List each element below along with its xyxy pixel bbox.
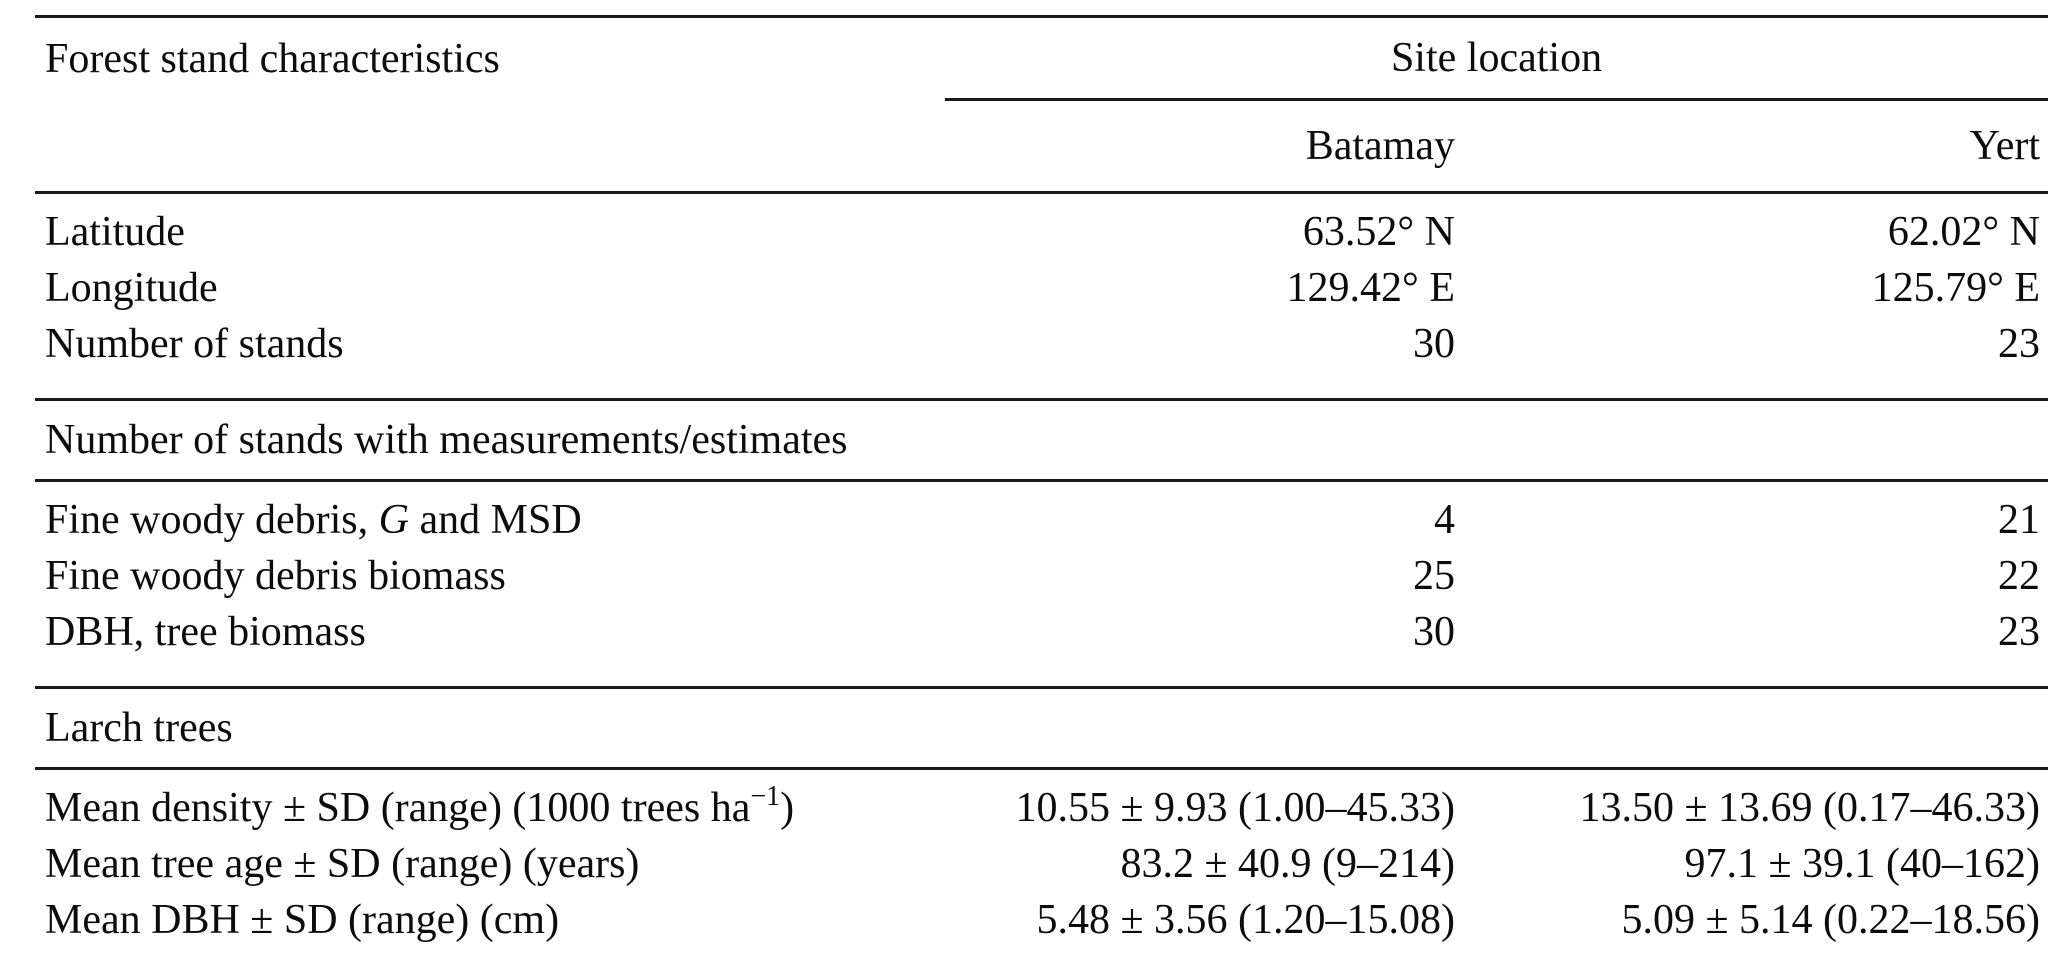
batamay-value: 25 [1413, 553, 1455, 599]
column-header-batamay: Batamay [945, 99, 1462, 194]
yert-value: 21 [1998, 497, 2041, 543]
yert-value: 23 [1998, 321, 2041, 367]
table-row-number-of-stands: Number of stands 30 23 [35, 316, 2048, 400]
table-row-mean-tree-age: Mean tree age ± SD (range) (years) 83.2 … [35, 836, 2048, 892]
forest-stand-table: Forest stand characteristics Site locati… [35, 15, 2049, 974]
row-label: Mean tree age ± SD (range) (years) [45, 841, 640, 887]
section-location: Latitude 63.52° N 62.02° N Longitude 129… [35, 193, 2048, 400]
batamay-value: 5.48 ± 3.56 (1.20–15.08) [1036, 897, 1455, 943]
row-label: DBH, tree biomass [45, 609, 366, 655]
batamay-value: 83.2 ± 40.9 (9–214) [1120, 841, 1455, 887]
section-title: Number of stands with measurements/estim… [35, 398, 2049, 482]
table-row-mean-density: Mean density ± SD (range) (1000 trees ha… [35, 769, 2048, 837]
header-row-sites: Batamay Yert [35, 99, 2049, 194]
table-row-fwd-g-msd: Fine woody debris, G and MSD 4 21 [35, 481, 2048, 549]
column-header-yert: Yert [1462, 99, 2049, 194]
header-spacer [35, 99, 945, 194]
section-larch-trees: Mean density ± SD (range) (1000 trees ha… [35, 769, 2048, 974]
yert-value: 22 [1998, 553, 2041, 599]
yert-value: 62.02° N [1887, 209, 2041, 255]
batamay-value: 30 [1413, 609, 1455, 655]
table-row-longitude: Longitude 129.42° E 125.79° E [35, 260, 2048, 316]
row-label: Latitude [45, 209, 185, 255]
row-label: Fine woody debris biomass [45, 553, 506, 599]
section-header-larch-trees: Larch trees [35, 686, 2049, 770]
row-label: Mean DBH ± SD (range) (cm) [45, 897, 560, 943]
row-label: Number of stands [45, 321, 344, 367]
label-part: ) [780, 785, 795, 831]
label-part: and MSD [409, 497, 582, 543]
row-label: Mean density ± SD (range) (1000 trees ha… [35, 769, 945, 837]
column-header-characteristics: Forest stand characteristics [45, 35, 500, 82]
yert-value: 5.09 ± 5.14 (0.22–18.56) [1621, 897, 2041, 943]
row-label: Fine woody debris, G and MSD [35, 481, 945, 549]
batamay-value: 63.52° N [1302, 209, 1455, 255]
batamay-value: 30 [1413, 321, 1455, 367]
table-row-latitude: Latitude 63.52° N 62.02° N [35, 193, 2048, 261]
header-row-top: Forest stand characteristics Site locati… [35, 16, 2049, 101]
batamay-value: 10.55 ± 9.93 (1.00–45.33) [1015, 785, 1455, 831]
label-part: Mean density ± SD (range) (1000 trees ha [45, 785, 751, 831]
column-group-site-location: Site location [945, 16, 2049, 101]
section-title-row: Larch trees [35, 686, 2049, 770]
yert-value: 125.79° E [1871, 265, 2041, 311]
section-title: Larch trees [35, 686, 2049, 770]
label-superscript: −1 [750, 781, 781, 812]
section-title-row: Number of stands with measurements/estim… [35, 398, 2049, 482]
section-measurements: Fine woody debris, G and MSD 4 21 Fine w… [35, 481, 2048, 688]
table-row-fwd-biomass: Fine woody debris biomass 25 22 [35, 548, 2048, 604]
section-header-measurements: Number of stands with measurements/estim… [35, 398, 2049, 482]
batamay-value: 129.42° E [1286, 265, 1455, 311]
yert-value: 23 [1998, 609, 2041, 655]
label-italic-g: G [378, 497, 409, 543]
label-part: Fine woody debris, [45, 497, 379, 543]
table-header: Forest stand characteristics Site locati… [35, 16, 2049, 194]
table-row-dbh-tree-biomass: DBH, tree biomass 30 23 [35, 604, 2048, 688]
batamay-value: 4 [1434, 497, 1455, 543]
row-label: Longitude [45, 265, 218, 311]
yert-value: 13.50 ± 13.69 (0.17–46.33) [1579, 785, 2041, 831]
table-row-mean-dbh: Mean DBH ± SD (range) (cm) 5.48 ± 3.56 (… [35, 892, 2048, 974]
yert-value: 97.1 ± 39.1 (40–162) [1684, 841, 2041, 887]
